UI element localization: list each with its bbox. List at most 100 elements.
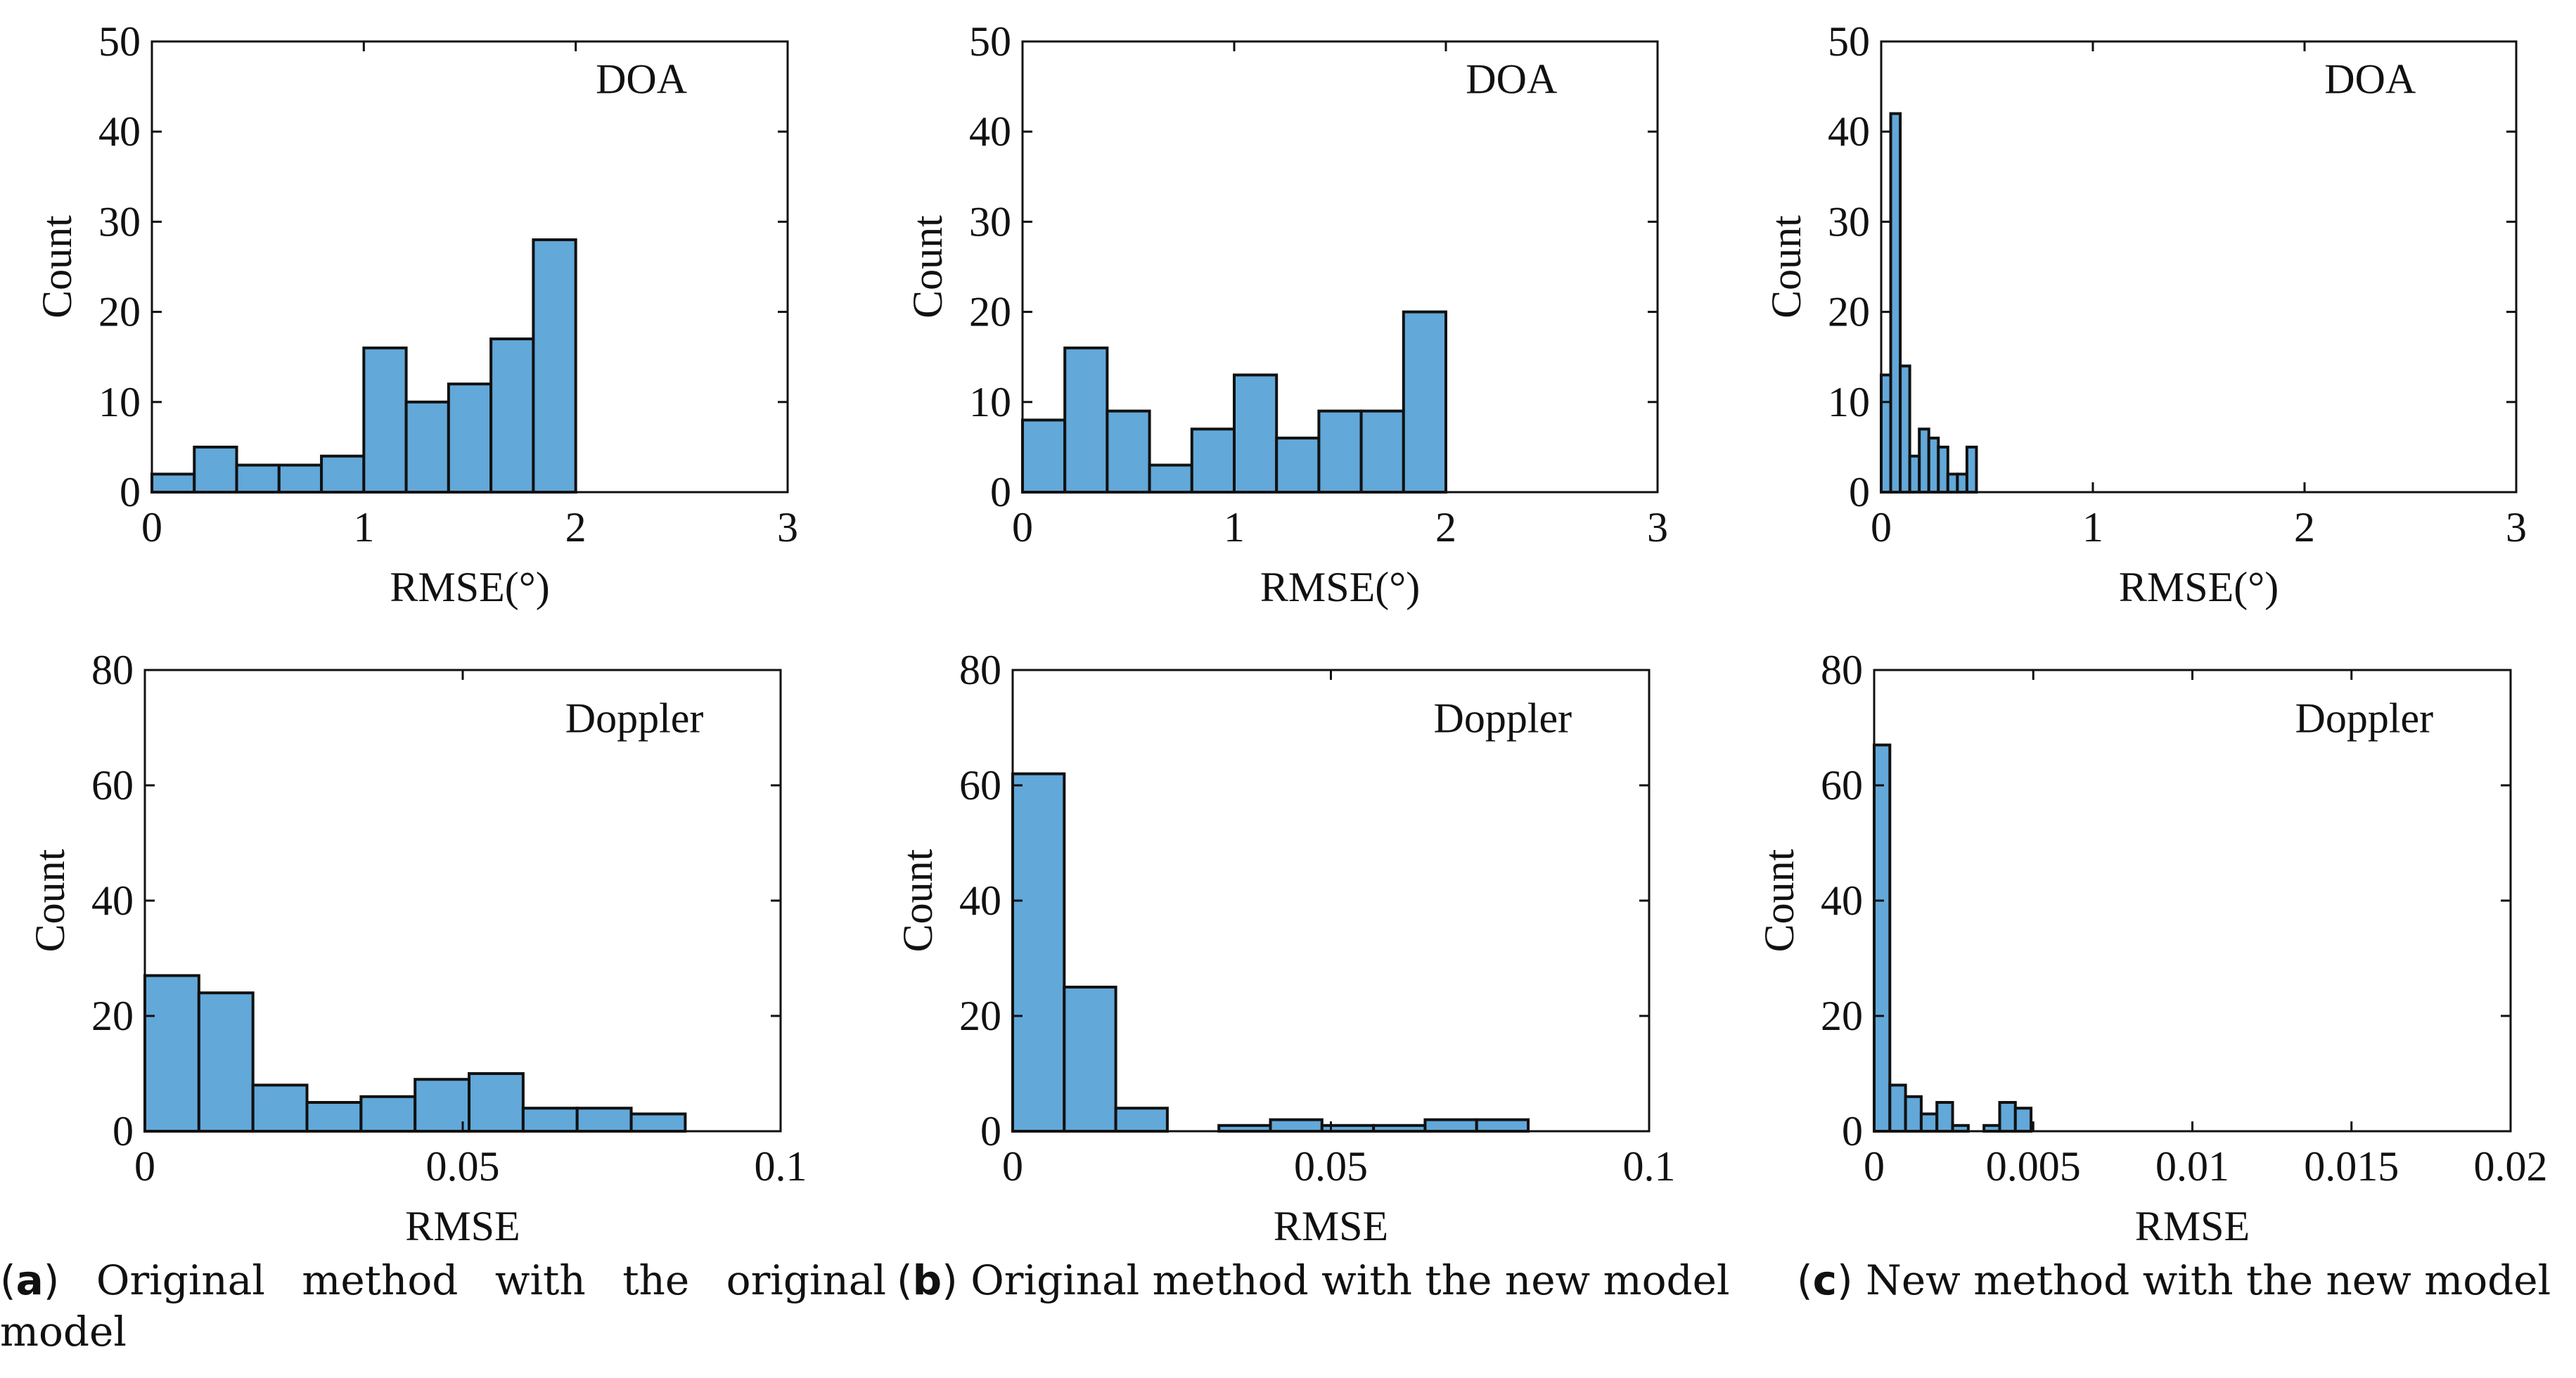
histogram-bar [1908,454,1921,494]
y-tick-label: 0 [1849,469,1870,515]
x-tick-label: 1 [353,504,374,550]
histogram-bar [1965,445,1978,494]
x-tick-label: 3 [2506,504,2527,550]
y-tick-label: 20 [1821,993,1863,1039]
x-tick-label: 3 [1647,504,1668,550]
x-tick-label: 2 [565,504,587,550]
x-axis-label: RMSE(°) [390,564,549,610]
y-tick-label: 10 [969,379,1011,425]
y-tick-label: 0 [1842,1108,1863,1154]
y-tick-label: 50 [98,18,141,65]
y-tick-label: 40 [969,108,1011,155]
x-tick-label: 0.05 [1294,1143,1368,1190]
y-tick-label: 0 [990,469,1011,515]
y-tick-label: 60 [91,762,134,809]
x-tick-label: 0.005 [1986,1143,2081,1190]
y-tick-label: 40 [91,877,134,924]
y-tick-label: 50 [969,18,1011,65]
histogram-bar [143,974,200,1133]
histogram-bar [575,1107,633,1133]
histogram-bar [1880,373,1892,494]
histogram-bar [629,1112,687,1133]
x-tick-label: 0 [1864,1143,1885,1190]
histogram-bar [532,238,577,494]
y-tick-label: 20 [91,993,134,1039]
histogram-bar [1946,472,1959,494]
histogram-bar [1899,364,1911,494]
histogram-bar [1190,427,1236,494]
histogram-bar [1935,1101,1954,1133]
x-axis-label: RMSE [1274,1203,1388,1249]
x-tick-label: 0 [1871,504,1892,550]
x-axis-label: RMSE [2135,1203,2250,1249]
y-tick-label: 10 [1828,379,1870,425]
chart-c-doppler: 0 20 40 60 80 0 0.005 0.01 0.015 0.02 RMSE Count Dop… [1756,647,2548,1249]
histogram-bar [1106,409,1151,494]
histogram-bar [1063,986,1117,1133]
x-tick-label: 0 [134,1143,155,1190]
chart-a-doppler: 0 20 40 60 80 0 0.05 0.1 RMSE Count Doppler [27,647,807,1249]
plot-frame [1021,40,1659,494]
caption-b-letter: b [912,1256,942,1304]
x-tick-label: 0 [141,504,162,550]
caption-a: (a) Original method with the original mo… [0,1256,887,1356]
histogram-bar [1148,463,1193,494]
histogram-bar [1275,437,1321,494]
y-tick-label: 0 [120,469,141,515]
histogram-bar [414,1078,471,1133]
histogram-bar [150,472,196,494]
histogram-bar [305,1101,363,1133]
caption-c: (c) New method with the new model [1797,1256,2551,1304]
histogram-bar [1998,1101,2017,1133]
annotation-label: DOA [596,56,687,103]
y-tick-label: 80 [91,647,134,693]
x-axis-label: RMSE [405,1203,520,1249]
y-tick-label: 60 [1821,762,1863,809]
plot-frame [150,40,789,494]
caption-a-text: Original method with the original model [0,1256,887,1356]
x-tick-label: 0.05 [426,1143,500,1190]
y-axis-label: Count [895,849,941,952]
annotation-label: Doppler [2295,695,2434,742]
plot-frame [1880,40,2518,494]
histogram-bar [1889,112,1902,494]
histogram-bar [1937,445,1949,494]
y-axis-label: Count [1763,215,1809,318]
histogram-bar [1317,409,1363,494]
y-tick-label: 20 [1828,289,1870,335]
histogram-bar [1475,1118,1530,1133]
y-tick-label: 40 [1821,877,1863,924]
histogram-bar [1402,310,1448,494]
chart-b-doa: 0 10 20 30 40 50 0 1 2 3 RMSE(°) Count DOA [904,18,1668,610]
histogram-bar [251,1083,309,1133]
histogram-bar [193,445,238,494]
annotation-label: DOA [1466,56,1557,103]
annotation-label: DOA [2324,56,2416,103]
histogram-bar [1233,373,1279,494]
y-tick-label: 30 [98,198,141,245]
y-axis-label: Count [34,215,80,318]
y-tick-label: 0 [980,1108,1001,1154]
caption-b: (b) Original method with the new model [897,1256,1730,1304]
x-tick-label: 0.015 [2304,1143,2399,1190]
histogram-bar [1919,1112,1939,1133]
histogram-bar [320,454,366,494]
histogram-bar [1011,772,1066,1133]
caption-a-letter: a [15,1256,44,1304]
y-tick-label: 40 [98,108,141,155]
y-tick-label: 0 [113,1108,134,1154]
x-tick-label: 0.02 [2474,1143,2548,1190]
x-tick-label: 1 [2082,504,2103,550]
histogram-bar [468,1072,525,1133]
histogram-bar [1927,437,1940,494]
chart-b-doppler: 0 20 40 60 80 0 0.05 0.1 RMSE Count Doppler [895,647,1676,1249]
caption-c-text: New method with the new model [1866,1256,2551,1304]
chart-c-doa: 0 10 20 30 40 50 0 1 2 3 RMSE(°) Count DOA [1763,18,2527,610]
y-tick-label: 80 [1821,647,1863,693]
histogram-bar [1359,409,1405,494]
y-tick-label: 40 [1828,108,1870,155]
y-axis-label: Count [27,849,73,952]
y-tick-label: 60 [959,762,1001,809]
x-tick-label: 0.01 [2155,1143,2229,1190]
